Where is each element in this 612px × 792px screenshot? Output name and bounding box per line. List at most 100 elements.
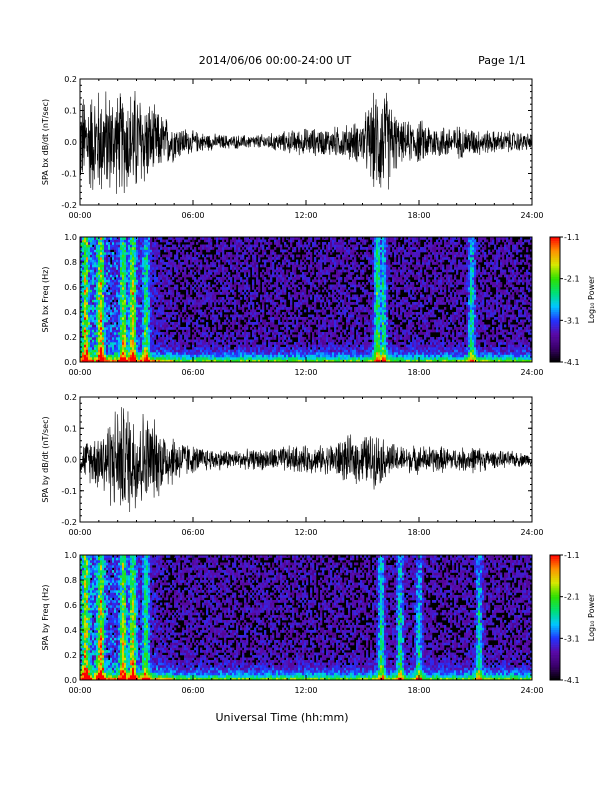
colorbar-swatch xyxy=(550,289,560,292)
spectrogram xyxy=(80,237,532,362)
page-title: 2014/06/06 00:00-24:00 UT xyxy=(199,54,352,67)
colorbar-swatch xyxy=(550,295,560,298)
colorbar-swatch xyxy=(550,648,560,652)
x-tick-label: 06:00 xyxy=(181,528,204,537)
x-tick-label: 06:00 xyxy=(181,368,204,377)
colorbar-swatch xyxy=(550,259,560,263)
y-tick-label: 0.2 xyxy=(64,75,77,84)
colorbar-swatch xyxy=(550,262,560,265)
colorbar-swatch xyxy=(550,623,560,627)
colorbar-swatch xyxy=(550,341,560,344)
y-tick-label: 0.0 xyxy=(64,456,77,465)
colorbar-swatch xyxy=(550,237,560,240)
colorbar-swatch xyxy=(550,586,560,589)
colorbar-swatch xyxy=(550,320,560,323)
colorbar-swatch xyxy=(550,245,560,248)
page-number: Page 1/1 xyxy=(478,54,526,67)
colorbar-swatch xyxy=(550,241,560,244)
colorbar-swatch xyxy=(550,592,560,595)
colorbar-swatch xyxy=(550,613,560,616)
colorbar-swatch xyxy=(550,324,560,327)
x-tick-label: 12:00 xyxy=(294,686,317,695)
spectrogram xyxy=(80,555,532,680)
colorbar-swatch xyxy=(550,251,560,254)
colorbar-tick-label: -4.1 xyxy=(564,358,580,367)
colorbar-swatch xyxy=(550,575,560,579)
colorbar-swatch xyxy=(550,600,560,604)
panel-bx_dbdt: 0.2 0.1 0.0 -0.1 -0.200:00 06:00 12:00 18:00 24:… xyxy=(41,75,544,220)
colorbar-swatch xyxy=(550,247,560,250)
colorbar-swatch xyxy=(550,580,560,583)
y-tick-label: 0.4 xyxy=(64,308,77,317)
colorbar-swatch xyxy=(550,663,560,666)
colorbar-swatch xyxy=(550,312,560,315)
colorbar-swatch xyxy=(550,299,560,302)
colorbar-swatch xyxy=(550,673,560,677)
colorbar-swatch xyxy=(550,605,560,608)
y-tick-label: -0.1 xyxy=(61,487,77,496)
colorbar-swatch xyxy=(550,322,560,325)
colorbar-swatch xyxy=(550,287,560,290)
colorbar-swatch xyxy=(550,243,560,246)
colorbar-swatch xyxy=(550,307,560,311)
colorbar-swatch xyxy=(550,239,560,242)
x-tick-label: 24:00 xyxy=(520,211,543,220)
colorbar-swatch xyxy=(550,588,560,591)
colorbar-swatch xyxy=(550,669,560,672)
colorbar-swatch xyxy=(550,309,560,313)
colorbar-swatch xyxy=(550,611,560,614)
waveform xyxy=(80,407,532,512)
colorbar-swatch xyxy=(550,282,560,286)
x-tick-label: 12:00 xyxy=(294,211,317,220)
panel-by_dbdt: 0.2 0.1 0.0 -0.1 -0.200:00 06:00 12:00 18:00 24:… xyxy=(41,393,544,537)
colorbar-swatch xyxy=(550,314,560,317)
colorbar-swatch xyxy=(550,337,560,340)
colorbar-swatch xyxy=(550,359,560,363)
colorbar-swatch xyxy=(550,339,560,342)
colorbar: -1.1 -2.1 -3.1 -4.1 Log₁₀ Power xyxy=(549,233,596,367)
colorbar-label: Log₁₀ Power xyxy=(587,275,596,323)
colorbar-tick-label: -2.1 xyxy=(564,275,580,284)
panels: 0.20.10.0-0.1-0.200:00 06:00 12:00 18:00 24:… xyxy=(41,75,544,695)
y-tick-label: 0.6 xyxy=(64,283,77,292)
x-tick-label: 24:00 xyxy=(520,686,543,695)
colorbar-swatch xyxy=(550,278,560,282)
colorbar-swatch xyxy=(550,355,560,359)
colorbar-swatch xyxy=(550,582,560,585)
colorbar-swatch xyxy=(550,671,560,675)
colorbar-swatch xyxy=(550,257,560,261)
colorbar-swatch xyxy=(550,602,560,606)
colorbar-swatch xyxy=(550,632,560,635)
colorbar-swatch xyxy=(550,627,560,631)
colorbar-swatch xyxy=(550,330,560,334)
x-tick-label: 18:00 xyxy=(407,686,430,695)
colorbar-swatch xyxy=(550,584,560,587)
colorbar-swatch xyxy=(550,305,560,309)
x-tick-label: 12:00 xyxy=(294,368,317,377)
y-tick-label: 0.8 xyxy=(64,576,77,585)
x-tick-label: 24:00 xyxy=(520,368,543,377)
colorbar-swatch xyxy=(550,274,560,277)
colorbar-swatch xyxy=(550,318,560,321)
colorbar-swatch xyxy=(550,665,560,668)
y-tick-label: 0.2 xyxy=(64,393,77,402)
y-tick-label: -0.2 xyxy=(61,518,77,527)
x-axis-label: Universal Time (hh:mm) xyxy=(216,711,349,724)
colorbar-swatch xyxy=(550,316,560,319)
colorbar-swatch xyxy=(550,249,560,252)
colorbar-swatch xyxy=(550,343,560,346)
y-tick-label: 0.8 xyxy=(64,258,77,267)
colorbar-swatch xyxy=(550,621,560,625)
colorbar-swatch xyxy=(550,332,560,336)
colorbar-swatch xyxy=(550,555,560,558)
waveform-line xyxy=(80,90,532,194)
colorbar-swatch xyxy=(550,642,560,645)
x-tick-label: 06:00 xyxy=(181,686,204,695)
colorbar-swatch xyxy=(550,291,560,294)
colorbar-swatch xyxy=(550,334,560,338)
waveform-line xyxy=(80,407,532,512)
colorbar-swatch xyxy=(550,598,560,602)
colorbar-tick-label: -2.1 xyxy=(564,593,580,602)
y-axis-label: SPA bx Freq (Hz) xyxy=(41,267,50,333)
